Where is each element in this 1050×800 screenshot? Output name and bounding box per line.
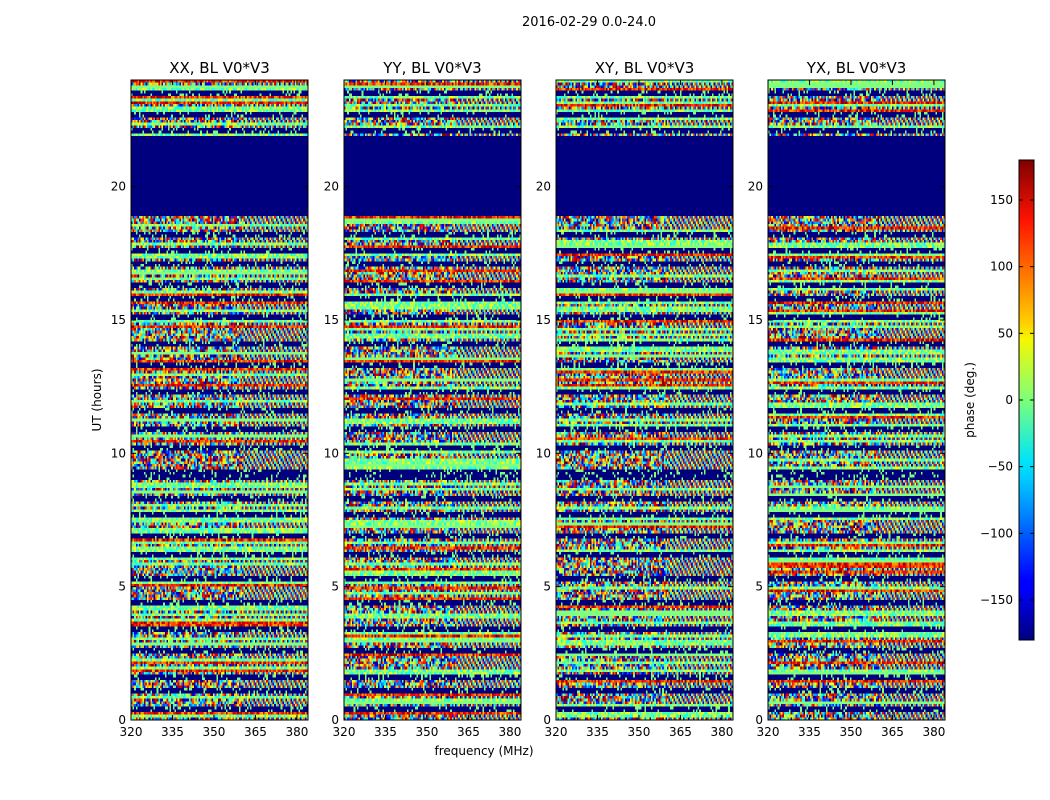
panel-frame (767, 79, 946, 721)
figure-title: 2016-02-29 0.0-24.0 (522, 15, 656, 30)
colorbar-label: phase (deg.) (963, 362, 977, 438)
y-tick-label: 10 (536, 446, 551, 460)
x-tick-label: 335 (161, 725, 184, 739)
x-tick-label: 380 (922, 725, 945, 739)
y-tick-label: 15 (111, 313, 126, 327)
y-tick-label: 5 (543, 580, 551, 594)
x-tick-label: 350 (628, 725, 651, 739)
x-tick-label: 320 (757, 725, 780, 739)
y-tick-label: 5 (118, 580, 126, 594)
y-tick-label: 10 (748, 446, 763, 460)
x-tick-label: 335 (798, 725, 821, 739)
y-tick-label: 15 (748, 313, 763, 327)
x-tick-label: 350 (203, 725, 226, 739)
colorbar-tick-label: −150 (980, 593, 1013, 607)
panel-title: XY, BL V0*V3 (595, 59, 695, 77)
x-tick-label: 380 (710, 725, 733, 739)
panel-title: XX, BL V0*V3 (169, 59, 270, 77)
y-tick-label: 15 (324, 313, 339, 327)
x-tick-label: 365 (457, 725, 480, 739)
y-tick-label: 20 (536, 180, 551, 194)
x-tick-label: 335 (586, 725, 609, 739)
colorbar-tick-label: 50 (998, 326, 1013, 340)
x-axis-label: frequency (MHz) (434, 744, 533, 758)
y-tick-label: 10 (324, 446, 339, 460)
x-tick-label: 365 (669, 725, 692, 739)
y-tick-label: 20 (324, 180, 339, 194)
y-axis-label: UT (hours) (90, 368, 104, 431)
panel-title: YX, BL V0*V3 (806, 59, 907, 77)
panel-frame (343, 79, 522, 721)
panel-xx: XX, BL V0*V3 320 335 350 365 380 0 5 10 15 20 (111, 59, 309, 739)
x-tick-label: 320 (120, 725, 143, 739)
y-tick-label: 20 (748, 180, 763, 194)
y-tick-label: 0 (118, 713, 126, 727)
colorbar-tick-label: −50 (988, 460, 1013, 474)
y-tick-label: 5 (331, 580, 339, 594)
panel-yx: YX, BL V0*V3 320 335 350 365 380 0 5 10 15 20 (748, 59, 946, 739)
x-tick-label: 380 (498, 725, 521, 739)
x-tick-label: 320 (333, 725, 356, 739)
panel-yy: YY, BL V0*V3 320 335 350 365 380 0 5 10 15 20 (324, 59, 522, 739)
colorbar: −150 −100 −50 0 50 100 150 phase (deg.) (963, 159, 1035, 641)
y-tick-label: 10 (111, 446, 126, 460)
x-tick-label: 365 (244, 725, 267, 739)
y-tick-label: 20 (111, 180, 126, 194)
y-tick-label: 0 (543, 713, 551, 727)
panel-frame (555, 79, 734, 721)
y-tick-label: 0 (755, 713, 763, 727)
y-tick-label: 0 (331, 713, 339, 727)
colorbar-tick-label: 0 (1005, 393, 1013, 407)
y-tick-label: 15 (536, 313, 551, 327)
x-tick-label: 320 (545, 725, 568, 739)
x-tick-label: 365 (881, 725, 904, 739)
panel-xy: XY, BL V0*V3 320 335 350 365 380 0 5 10 15 20 (536, 59, 734, 739)
y-tick-label: 5 (755, 580, 763, 594)
x-tick-label: 335 (374, 725, 397, 739)
x-tick-label: 380 (285, 725, 308, 739)
colorbar-tick-label: 150 (990, 193, 1013, 207)
x-tick-label: 350 (840, 725, 863, 739)
colorbar-tick-label: 100 (990, 260, 1013, 274)
colorbar-tick-label: −100 (980, 526, 1013, 540)
phase-heatmap (768, 80, 945, 720)
phase-heatmap (556, 80, 733, 720)
phase-heatmap (131, 80, 308, 720)
phase-heatmap (344, 80, 521, 720)
panel-frame (130, 79, 309, 721)
x-tick-label: 350 (416, 725, 439, 739)
panel-title: YY, BL V0*V3 (382, 59, 481, 77)
